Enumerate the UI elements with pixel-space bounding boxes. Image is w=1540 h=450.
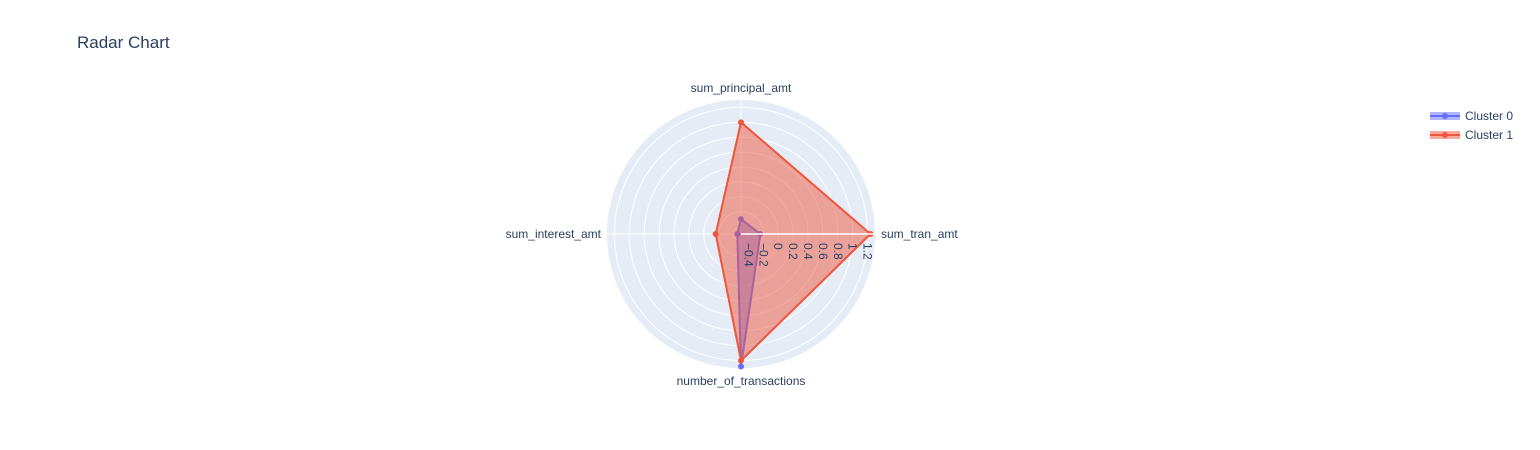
chart-title: Radar Chart (77, 33, 170, 52)
data-point-series-1-sum_interest_amt[interactable] (712, 231, 719, 237)
radial-tick-label: 0 (771, 243, 785, 250)
legend-item-cluster-0[interactable]: Cluster 0 (1430, 106, 1513, 125)
angular-axis-label-sum_tran_amt: sum_tran_amt (881, 227, 958, 241)
radial-tick-label: 0.6 (816, 243, 830, 260)
angular-axis-label-sum_principal_amt: sum_principal_amt (691, 81, 792, 95)
legend-item-cluster-1[interactable]: Cluster 1 (1430, 125, 1513, 144)
radial-tick-label: 1 (846, 243, 860, 250)
radial-tick-label: 0.8 (831, 243, 845, 260)
legend-swatch-cluster-0 (1430, 109, 1460, 123)
angular-axis-label-number_of_transactions: number_of_transactions (677, 374, 806, 388)
angular-axis-label-sum_interest_amt: sum_interest_amt (506, 227, 602, 241)
radial-tick-label: 1.2 (861, 243, 875, 260)
data-point-series-0-number_of_transactions[interactable] (738, 363, 744, 370)
legend-label: Cluster 1 (1465, 127, 1514, 142)
data-point-series-1-number_of_transactions[interactable] (738, 357, 744, 364)
radial-tick-label: 0.4 (801, 243, 815, 260)
legend: Cluster 0 Cluster 1 (1430, 106, 1513, 144)
radial-tick-label: −0.4 (741, 243, 755, 267)
radial-tick-label: −0.2 (756, 243, 770, 267)
legend-label: Cluster 0 (1465, 108, 1514, 123)
legend-swatch-cluster-1 (1430, 128, 1460, 142)
radial-tick-label: 0.2 (786, 243, 800, 260)
data-point-series-1-sum_principal_amt[interactable] (738, 119, 744, 126)
